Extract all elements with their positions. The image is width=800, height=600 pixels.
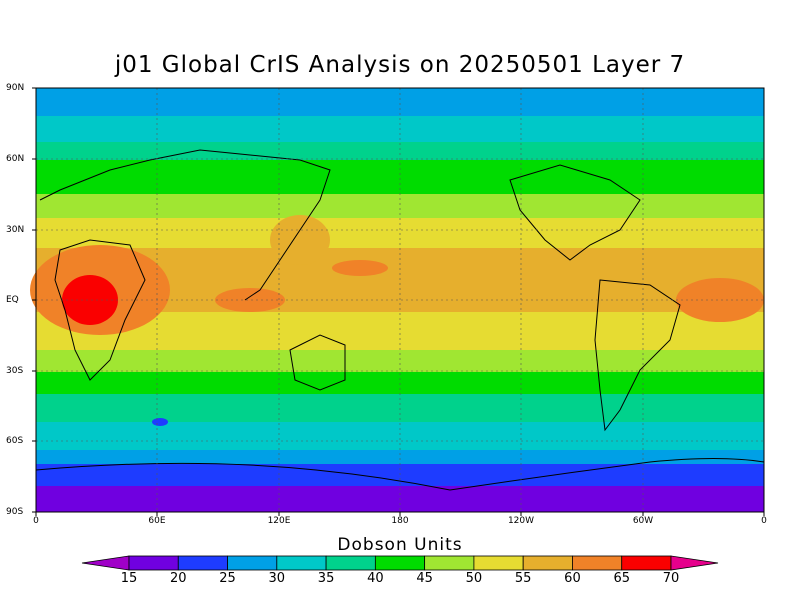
colorbar-tick-label: 25 [219,571,236,586]
colorbar-segment [621,555,672,571]
colorbar-tick-label: 15 [120,571,138,586]
colorbar-segment [424,555,475,571]
colorbar-segment [572,555,623,571]
grid [36,88,764,512]
lon-label-120e: 120E [267,516,291,526]
coastlines [35,149,765,491]
lat-label-90n: 90N [6,83,25,93]
lat-label-30s: 30S [6,366,24,376]
colorbar-tick-label: 70 [662,571,680,586]
lat-label-90s: 90S [6,507,24,517]
colorbar-segment [128,555,179,571]
colorbar-title: Dobson Units [337,535,463,555]
colorbar-segment [670,555,719,571]
lon-label-120w: 120W [507,516,535,526]
lon-label-180: 180 [391,516,409,526]
colorbar-segment [276,555,327,571]
lon-label-0: 0 [33,516,39,526]
colorbar-segment [473,555,524,571]
lon-label-60w: 60W [632,516,654,526]
lat-label-60n: 60N [6,154,25,164]
lon-label-0-end: 0 [761,516,767,526]
colorbar-segment [374,555,426,571]
colorbar-tick-label: 65 [613,571,630,586]
colorbar-tick-label: 40 [367,571,384,586]
colorbar-segment [227,555,278,571]
colorbar-tick-label: 45 [416,571,433,586]
colorbar-tick-label: 35 [317,571,335,586]
lon-label-60e: 60E [148,516,166,526]
colorbar-tick-label: 50 [465,571,483,586]
colorbar-segment [325,555,376,571]
colorbar-tick-label: 55 [514,571,532,586]
colorbar-segment [81,555,130,571]
lat-label-30n: 30N [6,225,25,235]
colorbar-segment [522,555,573,571]
lat-label-60s: 60S [6,436,24,446]
lat-label-eq: EQ [6,295,19,305]
colorbar-segment [177,555,228,571]
map-title: j01 Global CrIS Analysis on 20250501 Lay… [114,52,686,78]
colorbar-tick-label: 60 [564,571,581,586]
colorbar-tick-label: 20 [169,571,187,586]
colorbar-tick-label: 30 [268,571,286,586]
